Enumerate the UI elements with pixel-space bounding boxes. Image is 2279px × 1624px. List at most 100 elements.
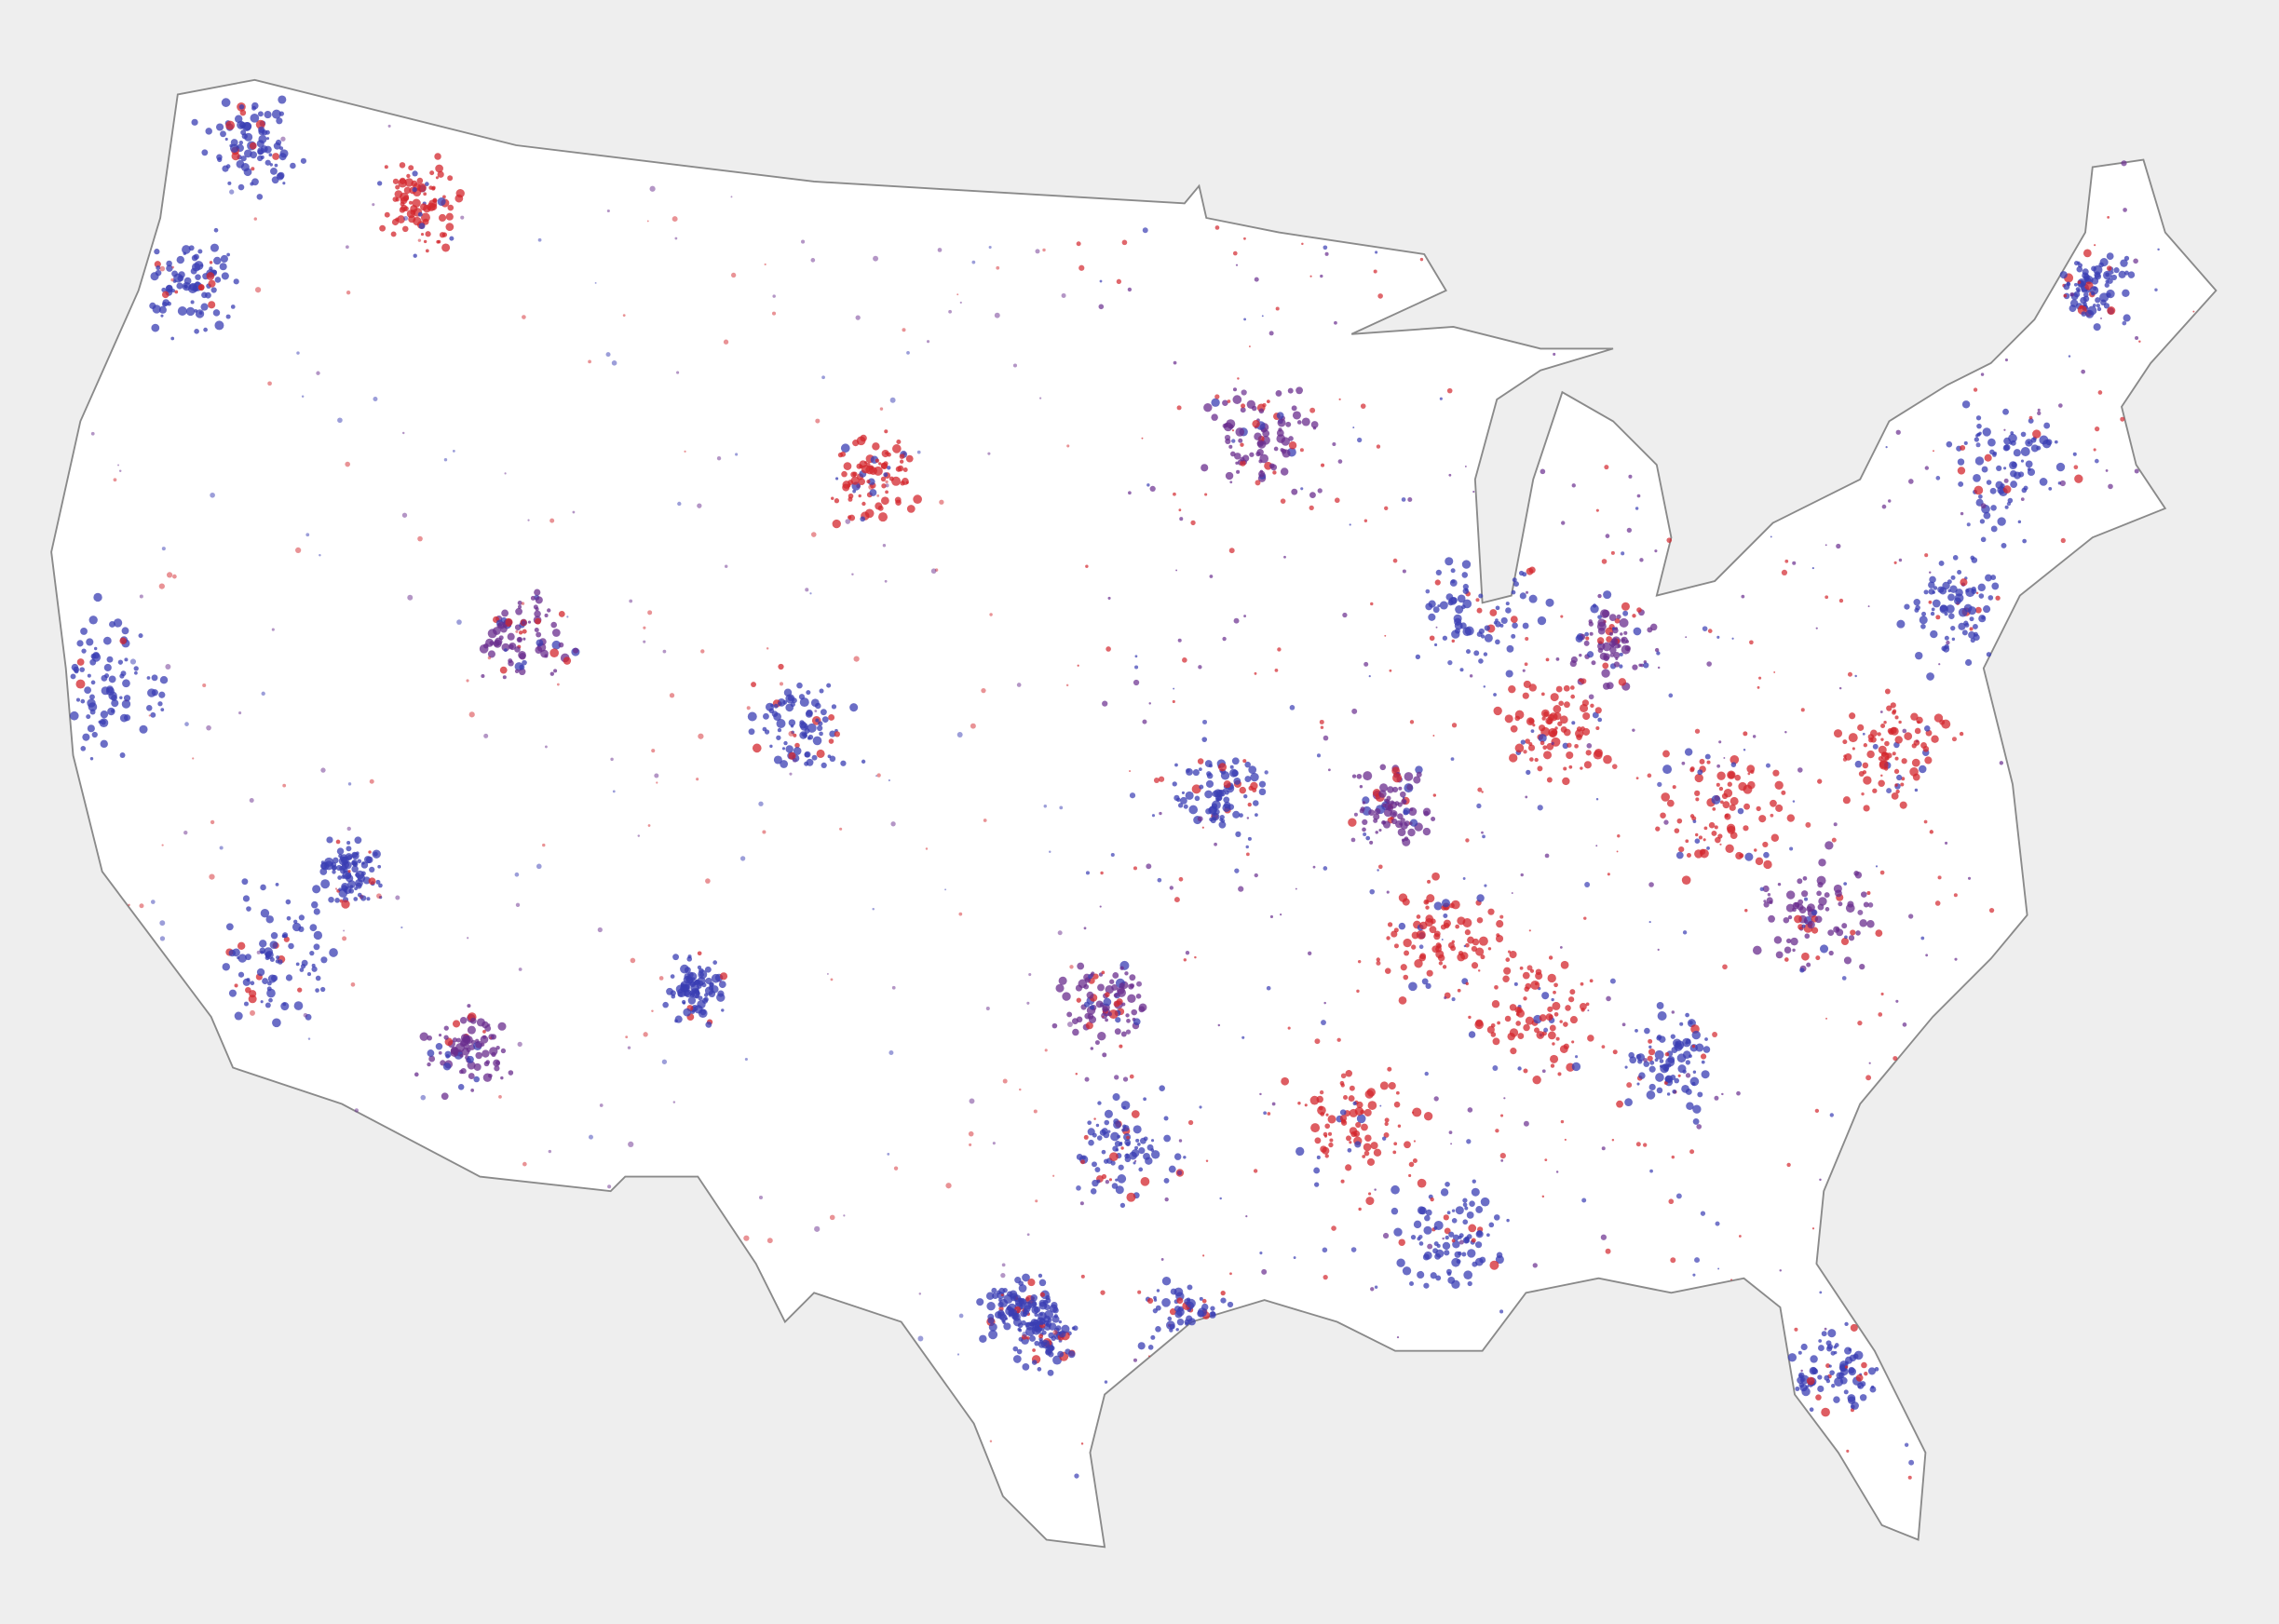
dot (1309, 505, 1314, 511)
dot (1874, 1367, 1879, 1372)
dot (1590, 703, 1594, 708)
dot (758, 1195, 764, 1200)
dot (1529, 757, 1534, 762)
dot (1463, 1270, 1473, 1279)
dot (1606, 636, 1613, 643)
dot (1384, 1117, 1390, 1123)
dot (139, 724, 148, 734)
dot (1825, 1378, 1831, 1384)
dot (1137, 1143, 1141, 1146)
dot (1754, 848, 1757, 852)
dot (1503, 1097, 1506, 1100)
dot (377, 181, 383, 186)
dot (111, 694, 117, 701)
dot (1719, 843, 1722, 846)
dot (1575, 634, 1583, 643)
dot (348, 888, 355, 894)
dot (1522, 669, 1526, 672)
dot (1223, 796, 1230, 804)
dot (1762, 885, 1770, 893)
dot (1244, 761, 1251, 768)
dot (464, 1035, 473, 1045)
dot (1390, 930, 1398, 938)
dot (643, 640, 646, 643)
dot (1231, 429, 1235, 432)
dot (1450, 757, 1455, 761)
dot (1176, 1297, 1184, 1305)
dot (1867, 902, 1874, 908)
dot (1370, 1287, 1375, 1292)
dot (1675, 851, 1684, 859)
dot (1384, 1121, 1389, 1127)
dot (1595, 725, 1600, 731)
dot (1861, 891, 1867, 898)
dot (1743, 731, 1748, 737)
dot (1235, 427, 1245, 437)
dot (1120, 1031, 1127, 1037)
dot (139, 903, 144, 909)
dot (1545, 598, 1554, 607)
dot (493, 627, 501, 635)
dot (467, 1061, 476, 1070)
dot (1323, 866, 1328, 871)
dot (1800, 708, 1805, 712)
dot (1198, 767, 1202, 772)
dot (1428, 613, 1436, 621)
dot (1100, 871, 1104, 875)
dot (2023, 485, 2028, 491)
dot (285, 899, 292, 905)
dot (1129, 792, 1136, 799)
dot (280, 136, 286, 142)
dot (697, 983, 702, 989)
dot (1362, 801, 1366, 805)
dot (1743, 748, 1746, 751)
dot (855, 315, 861, 320)
dot (1045, 1322, 1050, 1326)
dot (1603, 590, 1612, 600)
dot (313, 943, 320, 951)
dot (1491, 1000, 1500, 1008)
dot (1689, 814, 1695, 819)
dot (1038, 1318, 1046, 1325)
dot (2054, 440, 2058, 444)
dot (1256, 440, 1265, 447)
dot (2094, 273, 2102, 280)
dot (1349, 1085, 1355, 1091)
dot (1878, 745, 1887, 754)
dot (2094, 426, 2100, 432)
dot (1523, 680, 1531, 688)
dot (1957, 458, 1965, 466)
dot (1243, 237, 1246, 240)
dot (1726, 823, 1736, 832)
dot (258, 126, 265, 133)
dot (1174, 1310, 1183, 1319)
dot (1126, 1192, 1136, 1202)
dot (390, 231, 397, 237)
dot (1989, 487, 1997, 494)
dot (1904, 732, 1913, 740)
dot (1484, 884, 1487, 887)
dot (2037, 411, 2042, 415)
dot (1039, 397, 1042, 399)
dot (475, 1040, 483, 1049)
dot (146, 676, 151, 680)
dot (1492, 1037, 1500, 1046)
dot (1131, 1008, 1138, 1016)
dot (1859, 919, 1867, 927)
dot (2069, 304, 2077, 313)
dot (173, 273, 183, 283)
dot (1345, 1070, 1353, 1077)
dot (930, 568, 937, 575)
dot (1655, 1073, 1664, 1082)
dot (1360, 1109, 1365, 1115)
dot (651, 749, 656, 753)
dot (431, 186, 436, 191)
dot (1118, 1164, 1124, 1171)
dot (1133, 1358, 1138, 1362)
dot (213, 227, 219, 233)
dot (1854, 760, 1863, 768)
dot (2107, 215, 2110, 219)
dot (860, 434, 867, 442)
dot (1685, 839, 1689, 844)
dot (1892, 751, 1896, 756)
